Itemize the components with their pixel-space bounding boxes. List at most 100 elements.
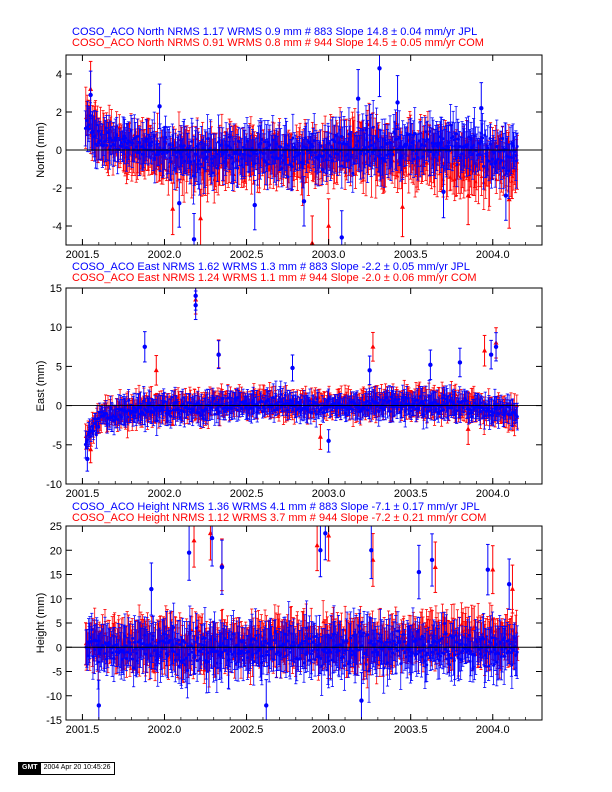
- north-jpl-point: [387, 152, 391, 156]
- north-xtick-label: 2002.0: [148, 249, 182, 261]
- north-jpl-point: [455, 163, 459, 167]
- north-jpl-point: [204, 150, 208, 154]
- north-jpl-point: [152, 134, 156, 138]
- north-com-outlier: [506, 196, 512, 202]
- north-ytick-label: 4: [56, 69, 62, 81]
- north-jpl-outlier: [377, 66, 382, 71]
- north-com-outlier: [399, 204, 405, 209]
- north-jpl-point: [268, 143, 272, 147]
- north-jpl-point: [499, 158, 503, 162]
- north-jpl-outlier: [157, 104, 162, 109]
- north-jpl-point: [185, 152, 189, 156]
- north-jpl-point: [211, 171, 215, 175]
- north-jpl-point: [235, 158, 239, 162]
- north-jpl-point: [487, 159, 491, 163]
- north-jpl-point: [309, 150, 313, 154]
- north-jpl-point: [142, 152, 146, 156]
- north-jpl-point: [344, 142, 348, 146]
- north-jpl-point: [501, 136, 505, 140]
- north-jpl-point: [169, 160, 173, 164]
- north-jpl-point: [137, 150, 141, 154]
- north-jpl-point: [464, 145, 468, 149]
- north-jpl-point: [431, 144, 435, 148]
- north-jpl-point: [492, 151, 496, 155]
- north-com-point: [479, 174, 484, 179]
- north-jpl-point: [298, 151, 302, 155]
- east-series-com: [83, 288, 520, 464]
- north-jpl-point: [509, 155, 513, 159]
- north-jpl-point: [119, 141, 123, 145]
- north-jpl-point: [186, 146, 190, 150]
- north-jpl-point: [441, 137, 445, 141]
- north-data: [83, 55, 520, 245]
- north-jpl-point: [515, 145, 519, 149]
- north-jpl-point: [356, 139, 360, 143]
- north-jpl-point: [96, 129, 100, 133]
- north-jpl-point: [276, 156, 280, 160]
- north-com-point: [395, 174, 400, 178]
- north-xtick-label: 2003.5: [394, 249, 428, 261]
- north-jpl-point: [327, 141, 331, 145]
- north-jpl-point: [87, 123, 91, 127]
- east-legend-com: COSO_ACO East NRMS 1.24 WRMS 1.1 mm # 94…: [72, 272, 477, 284]
- north-jpl-point: [190, 140, 194, 144]
- north-jpl-outlier: [395, 100, 400, 105]
- north-com-point: [510, 174, 515, 179]
- north-jpl-point: [481, 136, 485, 140]
- north-jpl-point: [460, 152, 464, 156]
- north-legend-jpl: COSO_ACO North NRMS 1.17 WRMS 0.9 mm # 8…: [72, 26, 477, 38]
- east-data: [83, 288, 520, 472]
- north-jpl-point: [338, 140, 342, 144]
- north-ylabel: North (mm): [35, 122, 47, 178]
- north-jpl-outlier: [88, 92, 93, 98]
- north-jpl-point: [236, 166, 240, 170]
- north-jpl-outlier: [191, 237, 197, 242]
- north-xtick-label: 2003.0: [312, 249, 346, 261]
- north-jpl-point: [513, 150, 517, 154]
- north-jpl-point: [291, 136, 295, 140]
- north-jpl-point: [110, 138, 114, 142]
- north-ytick-label: -4: [52, 221, 62, 233]
- north-jpl-outlier: [503, 193, 509, 198]
- north-legend-com: COSO_ACO North NRMS 0.91 WRMS 0.8 mm # 9…: [72, 37, 484, 49]
- north-jpl-point: [153, 157, 157, 161]
- north-jpl-point: [166, 149, 170, 153]
- north-jpl-point: [144, 140, 148, 144]
- north-jpl-point: [83, 126, 87, 130]
- north-jpl-point: [340, 164, 344, 168]
- north-com-point: [174, 171, 179, 175]
- north-jpl-outlier: [441, 189, 446, 194]
- north-jpl-point: [508, 149, 512, 153]
- north-jpl-point: [507, 169, 511, 173]
- north-jpl-point: [416, 155, 420, 159]
- north-jpl-point: [164, 136, 168, 140]
- north-jpl-point: [281, 159, 285, 163]
- north-jpl-point: [391, 152, 395, 156]
- north-jpl-point: [329, 155, 333, 159]
- north-jpl-point: [194, 152, 198, 156]
- north-jpl-point: [207, 150, 211, 154]
- north-jpl-point: [157, 153, 161, 157]
- north-jpl-point: [369, 144, 373, 148]
- north-jpl-outlier: [301, 199, 307, 204]
- north-jpl-point: [231, 160, 235, 164]
- east-panel: COSO_ACO East NRMS 1.62 WRMS 1.3 mm # 88…: [35, 261, 543, 500]
- north-jpl-point: [424, 130, 428, 134]
- north-jpl-point: [189, 160, 193, 164]
- north-jpl-point: [364, 128, 368, 132]
- north-jpl-point: [312, 139, 316, 143]
- north-jpl-point: [145, 137, 149, 141]
- north-jpl-point: [179, 144, 183, 148]
- north-jpl-point: [334, 133, 338, 137]
- north-jpl-point: [349, 155, 353, 159]
- north-series-com: [83, 60, 520, 245]
- north-jpl-point: [481, 164, 485, 168]
- north-jpl-point: [105, 143, 109, 147]
- north-ytick-label: 0: [56, 145, 62, 157]
- north-jpl-point: [278, 156, 282, 160]
- north-jpl-point: [260, 137, 264, 141]
- north-jpl-outlier: [355, 96, 361, 101]
- north-jpl-point: [414, 152, 418, 156]
- north-jpl-point: [279, 145, 283, 149]
